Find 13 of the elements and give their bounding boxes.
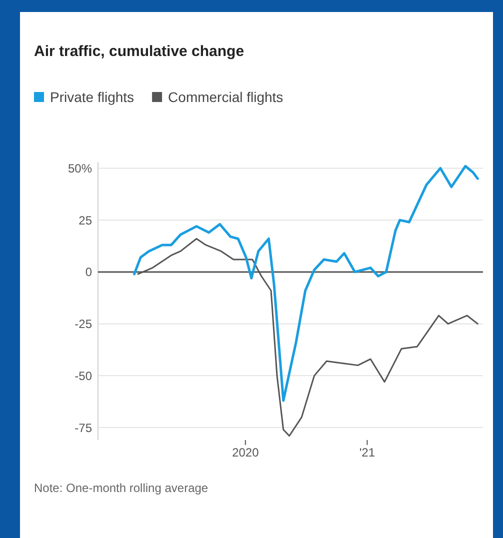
line-series bbox=[133, 164, 479, 402]
legend-label: Private flights bbox=[50, 89, 134, 105]
text: Note: One-month rolling average bbox=[34, 481, 208, 495]
legend-label: Commercial flights bbox=[168, 89, 284, 105]
chart-title: Air traffic, cumulative change bbox=[34, 43, 244, 60]
y-tick-label: -25 bbox=[74, 317, 92, 332]
y-tick-label: -50 bbox=[74, 368, 92, 383]
y-tick-label: 50% bbox=[68, 161, 92, 176]
y-tick-label: 25 bbox=[78, 213, 92, 228]
x-tick-label: 2020 bbox=[232, 446, 260, 460]
x-tick-label: '21 bbox=[359, 446, 376, 460]
y-tick-label: 0 bbox=[85, 265, 92, 280]
y-tick-label: -75 bbox=[74, 420, 92, 435]
